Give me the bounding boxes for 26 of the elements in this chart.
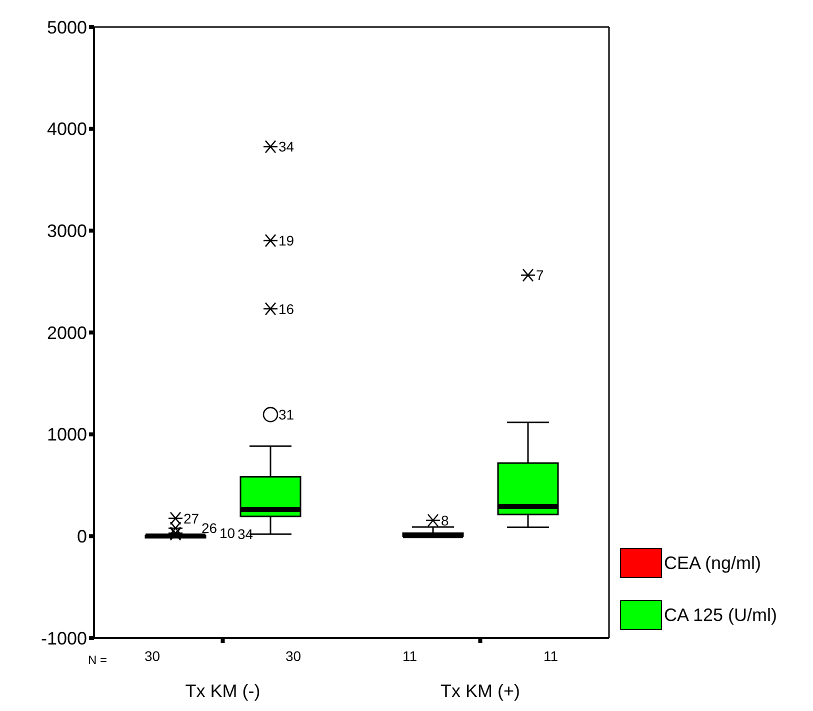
annotation: 27 (184, 510, 200, 526)
legend-label: CEA (ng/ml) (664, 552, 762, 574)
annotation: 26 (202, 520, 218, 536)
y-tick-label: 0 (76, 526, 87, 547)
y-tick-label: 1000 (46, 424, 87, 445)
annotation: 34 (278, 138, 294, 155)
annotation: 8 (441, 512, 449, 528)
y-tick-label: 2000 (46, 322, 87, 343)
text: 30 (285, 648, 302, 664)
text: 11 (543, 648, 558, 664)
text: 11 (402, 648, 418, 664)
annotation: 10 (220, 525, 236, 542)
annotation: 31 (278, 406, 294, 423)
x-tick-label: Tx KM (-) (185, 681, 260, 701)
annotation: 34 (238, 526, 254, 542)
annotation: 7 (536, 267, 544, 284)
annotation: 16 (278, 300, 294, 317)
annotation: 19 (278, 232, 294, 249)
x-tick-label: Tx KM (+) (440, 681, 520, 701)
y-tick-label: 5000 (46, 17, 87, 38)
text: N = (88, 653, 108, 667)
y-tick-label: -1000 (40, 628, 87, 648)
y-tick-label: 3000 (46, 221, 87, 242)
y-tick-label: 4000 (46, 119, 87, 140)
legend-label: CA 125 (U/ml) (664, 604, 778, 626)
text: 30 (144, 648, 160, 664)
